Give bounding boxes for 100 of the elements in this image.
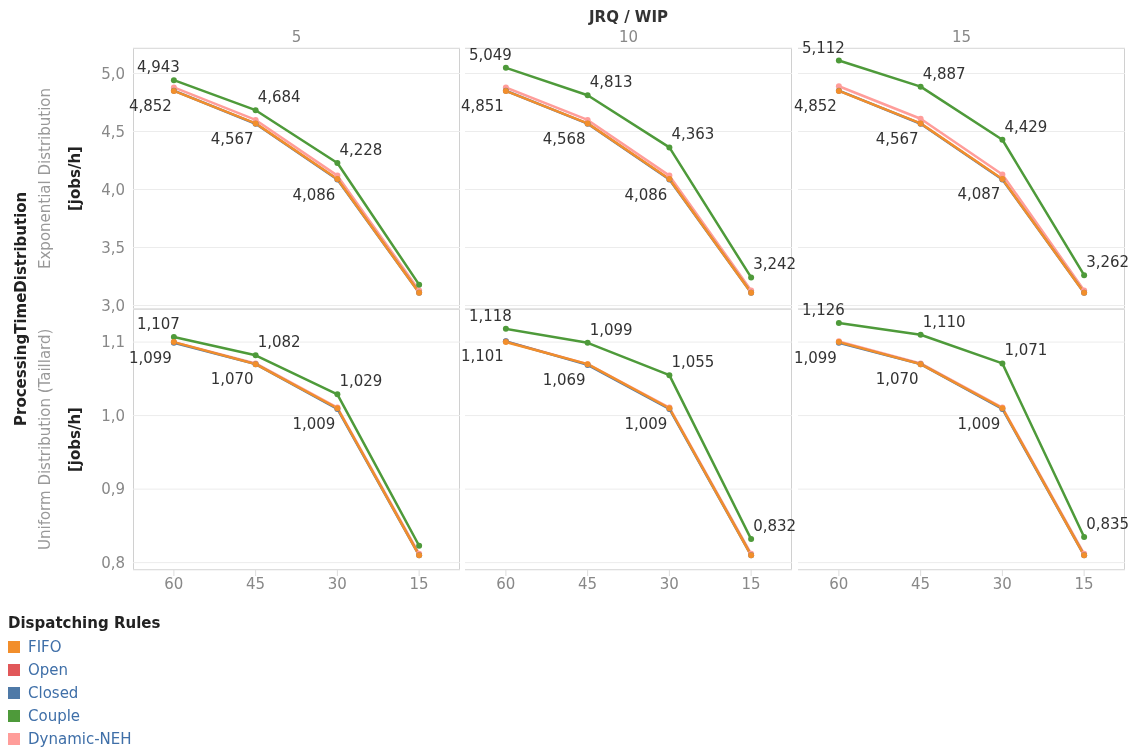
data-label: 4,813: [589, 73, 633, 92]
x-tick-label: 30: [327, 574, 347, 593]
point: [666, 144, 673, 151]
y-axis-title: [jobs/h]: [66, 406, 84, 474]
chart-title: 10: [617, 28, 640, 46]
data-label: 4,852: [128, 96, 172, 115]
point: [502, 64, 509, 71]
data-label: 4,087: [957, 185, 1001, 204]
y-tick-label: 4,5: [101, 122, 125, 141]
data-label: 5,049: [468, 45, 512, 64]
data-label: 1,070: [875, 370, 919, 389]
x-tick-label: 15: [741, 574, 761, 593]
point: [584, 339, 591, 346]
point: [170, 333, 177, 340]
x-tick-label: 30: [659, 574, 679, 593]
text: Uniform Distribution (Taillard): [36, 327, 54, 553]
point: [584, 92, 591, 99]
data-label: 4,887: [922, 64, 966, 83]
data-label: 3,262: [1086, 253, 1128, 272]
point: [835, 319, 842, 326]
y-tick-label: 3,0: [101, 296, 125, 315]
data-label: 3,242: [753, 255, 797, 274]
point: [170, 77, 177, 84]
data-label: 5,112: [801, 38, 845, 57]
legend-label: Closed: [28, 683, 79, 702]
data-label: 1,118: [468, 306, 512, 325]
point: [999, 360, 1006, 367]
data-label: 4,684: [257, 88, 301, 107]
point: [252, 107, 259, 114]
x-tick-label: 45: [911, 574, 931, 593]
data-label: 0,832: [753, 517, 797, 536]
data-label: 4,429: [1004, 117, 1048, 136]
y-tick-label: 1,1: [101, 333, 125, 352]
data-label: 4,851: [460, 96, 504, 115]
point: [334, 160, 341, 167]
x-tick-label: 60: [496, 574, 516, 593]
legend-label: Couple: [28, 706, 81, 725]
legend-title: Dispatching Rules: [8, 614, 161, 632]
point: [917, 331, 924, 338]
data-label: 4,086: [624, 185, 668, 204]
data-label: 4,363: [671, 125, 715, 144]
x-tick-label: 15: [1074, 574, 1094, 593]
data-label: 1,009: [292, 414, 336, 433]
point: [1081, 533, 1088, 540]
y-tick-label: 0,8: [101, 553, 125, 572]
x-tick-label: 60: [829, 574, 849, 593]
data-label: 1,069: [542, 370, 586, 389]
data-label: 1,055: [671, 353, 715, 372]
data-label: 4,567: [210, 129, 254, 148]
point: [748, 536, 755, 543]
y-tick-label: 0,9: [101, 480, 125, 499]
x-tick-label: 45: [246, 574, 266, 593]
data-label: 1,099: [793, 348, 837, 367]
data-label: 4,852: [793, 96, 837, 115]
y-tick-label: 4,0: [101, 180, 125, 199]
point: [334, 391, 341, 398]
point: [416, 281, 423, 288]
point: [666, 372, 673, 379]
y-tick-label: 5,0: [101, 64, 125, 83]
point: [1081, 272, 1088, 279]
legend-label: Open: [28, 660, 69, 679]
y-axis-title: [jobs/h]: [66, 145, 84, 213]
point: [502, 325, 509, 332]
legend-label: FIFO: [28, 637, 62, 656]
chart-title: 15: [951, 28, 972, 46]
y-tick-label: 3,5: [101, 238, 125, 257]
text: ProcessingTimeDistribution: [12, 190, 30, 429]
legend-label: Dynamic-NEH: [28, 729, 132, 748]
data-label: 1,126: [801, 300, 845, 319]
x-tick-label: 45: [578, 574, 598, 593]
data-label: 0,835: [1086, 514, 1128, 533]
data-label: 1,071: [1004, 341, 1048, 360]
point: [748, 274, 755, 281]
data-label: 4,568: [542, 129, 586, 148]
data-label: 1,110: [922, 312, 966, 331]
data-label: 1,107: [136, 314, 180, 333]
data-label: 1,070: [210, 370, 254, 389]
point: [416, 542, 423, 549]
point: [252, 352, 259, 359]
text: Exponential Distribution: [36, 87, 54, 271]
point: [835, 57, 842, 64]
x-tick-label: 60: [164, 574, 184, 593]
data-label: 1,101: [460, 347, 504, 366]
y-tick-label: 1,0: [101, 406, 125, 425]
data-label: 1,009: [624, 414, 668, 433]
text: JRQ / WIP: [587, 8, 669, 26]
data-label: 1,099: [128, 348, 172, 367]
data-label: 1,082: [257, 333, 301, 352]
x-tick-label: 15: [409, 574, 429, 593]
data-label: 4,943: [136, 58, 180, 77]
x-tick-label: 30: [992, 574, 1012, 593]
data-label: 4,567: [875, 129, 919, 148]
data-label: 1,029: [339, 372, 383, 391]
data-label: 1,009: [957, 414, 1001, 433]
data-label: 1,099: [589, 320, 633, 339]
point: [999, 136, 1006, 143]
data-label: 4,086: [292, 185, 336, 204]
chart-title: 5: [290, 28, 303, 46]
point: [835, 83, 842, 90]
point: [917, 83, 924, 90]
